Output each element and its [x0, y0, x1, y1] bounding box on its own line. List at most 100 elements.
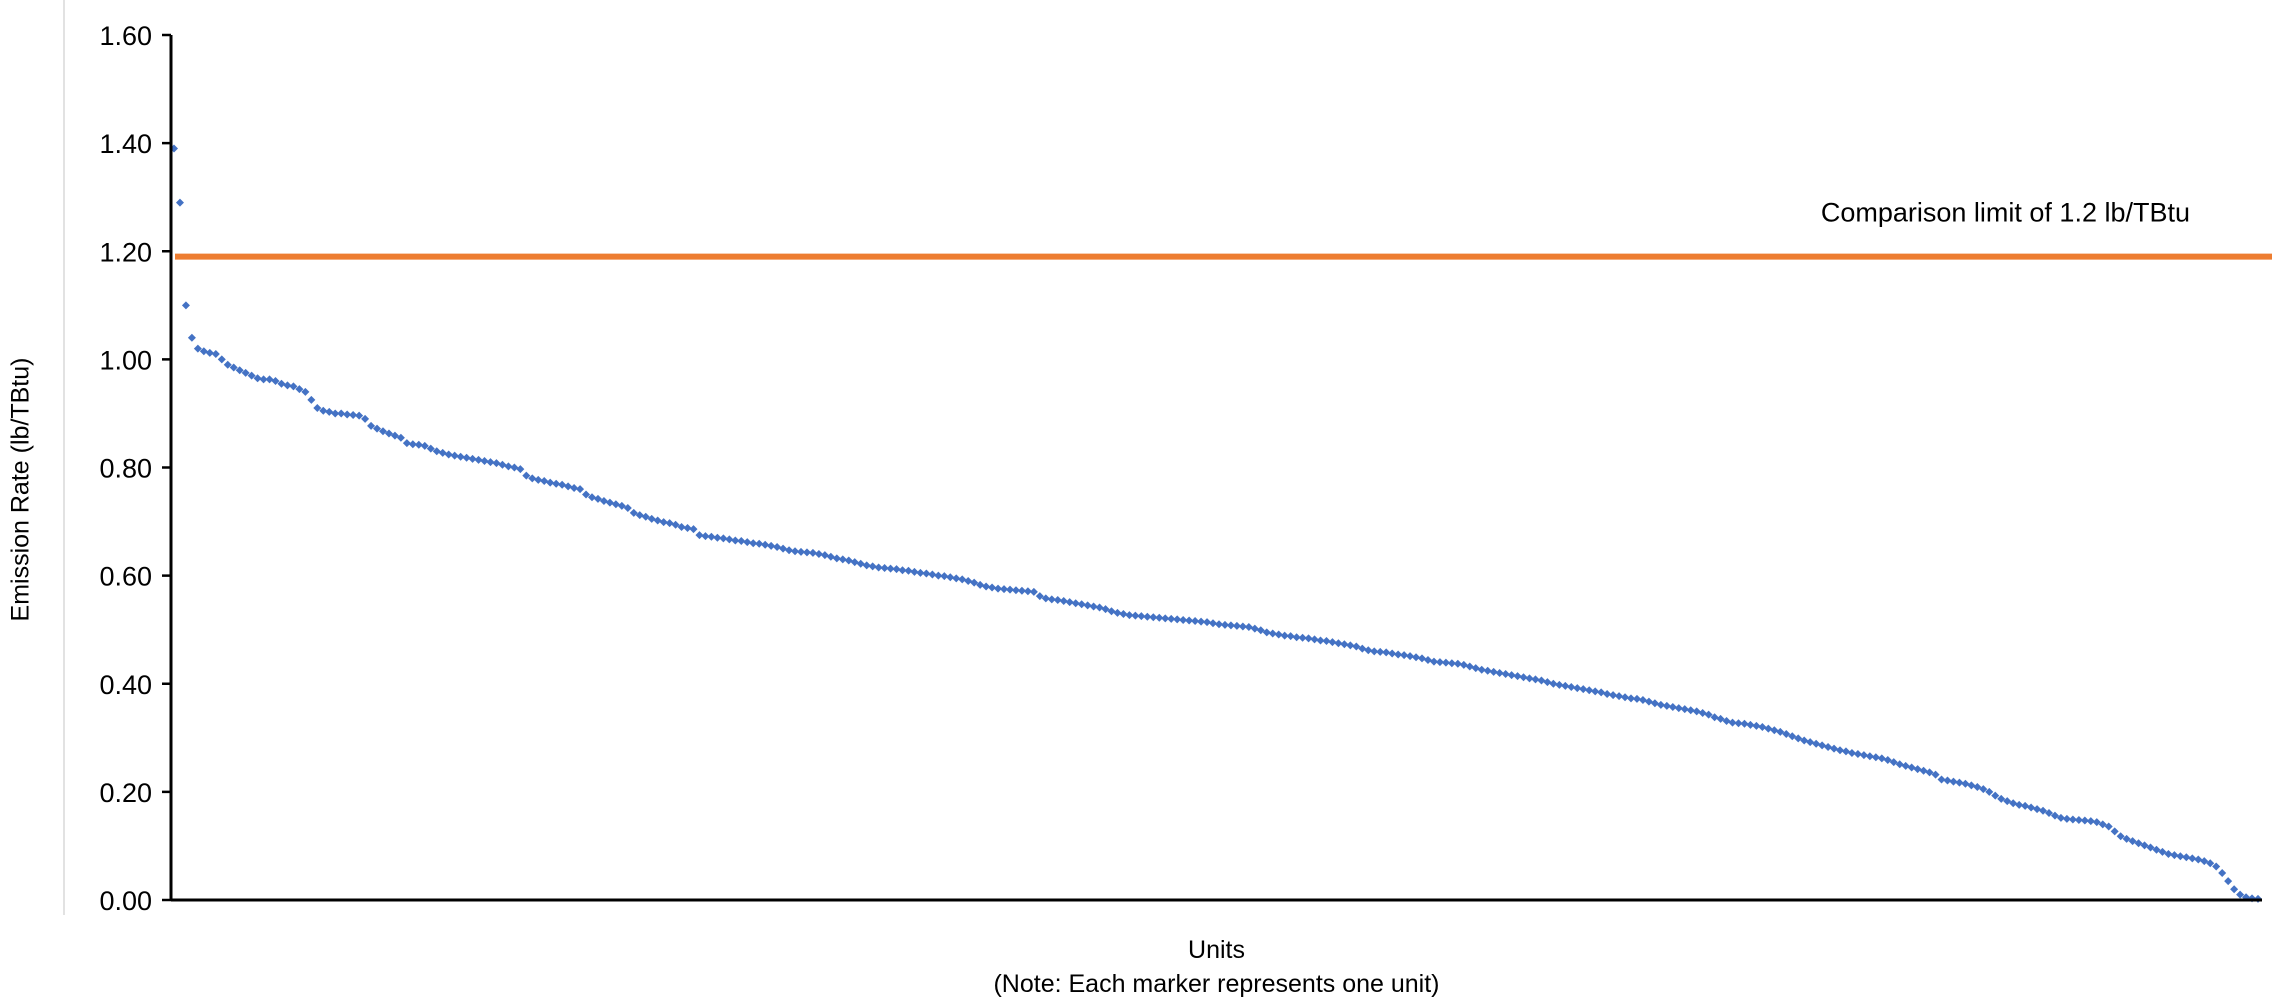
data-marker [1418, 654, 1427, 663]
data-marker [1083, 601, 1092, 610]
data-marker [1238, 622, 1247, 631]
data-marker [1836, 746, 1845, 755]
data-marker [450, 451, 459, 460]
data-marker [486, 458, 495, 467]
data-marker [1841, 747, 1850, 756]
data-marker [1453, 659, 1462, 668]
data-marker [1483, 666, 1492, 675]
data-marker [1220, 620, 1229, 629]
data-marker [647, 514, 656, 523]
data-marker [916, 568, 925, 577]
data-marker [1095, 603, 1104, 612]
data-marker [1579, 685, 1588, 694]
data-marker [1471, 664, 1480, 673]
data-marker [707, 532, 716, 541]
data-marker [223, 360, 232, 369]
data-marker [1824, 743, 1833, 752]
data-marker [1209, 619, 1218, 628]
data-marker [199, 347, 208, 356]
data-marker [2224, 877, 2233, 886]
data-marker [420, 441, 429, 450]
data-marker [874, 563, 883, 572]
data-marker [528, 474, 537, 483]
data-marker [773, 542, 782, 551]
y-tick-label: 0.80 [99, 454, 152, 484]
data-marker [1501, 670, 1510, 679]
data-marker [1310, 635, 1319, 644]
data-marker [1412, 653, 1421, 662]
data-marker [1406, 652, 1415, 661]
data-marker [796, 547, 805, 556]
data-marker [731, 536, 740, 545]
data-marker [1919, 766, 1928, 775]
data-marker [1429, 657, 1438, 666]
data-marker [1955, 778, 1964, 787]
data-marker [510, 463, 519, 472]
data-marker [898, 566, 907, 575]
data-marker [838, 555, 847, 564]
data-marker [1812, 739, 1821, 748]
data-marker [2188, 854, 2197, 863]
data-marker [2080, 816, 2089, 825]
data-marker [635, 511, 644, 520]
data-marker [856, 559, 865, 568]
data-marker [1573, 684, 1582, 693]
data-marker [474, 455, 483, 464]
data-marker [181, 301, 190, 310]
data-marker [1788, 732, 1797, 741]
data-marker [1591, 687, 1600, 696]
data-marker [384, 429, 393, 438]
data-marker [1155, 613, 1164, 622]
data-marker [1519, 673, 1528, 682]
data-marker [2128, 837, 2137, 846]
data-marker [349, 411, 358, 420]
data-marker [2194, 855, 2203, 864]
data-marker [2003, 797, 2012, 806]
data-marker [946, 573, 955, 582]
data-marker [1304, 634, 1313, 643]
data-marker [217, 355, 226, 364]
data-marker [605, 498, 614, 507]
data-marker [2152, 845, 2161, 854]
data-marker [1077, 600, 1086, 609]
data-marker [844, 556, 853, 565]
data-marker [396, 433, 405, 442]
data-marker [283, 381, 292, 390]
data-marker [1167, 614, 1176, 623]
data-marker [1686, 706, 1695, 715]
data-marker [2098, 820, 2107, 829]
data-marker [1053, 595, 1062, 604]
data-marker [1089, 602, 1098, 611]
data-marker [599, 497, 608, 506]
data-marker [307, 395, 316, 404]
data-marker [1388, 649, 1397, 658]
data-marker [1632, 694, 1641, 703]
data-marker [1137, 612, 1146, 621]
data-marker [928, 570, 937, 579]
data-marker [402, 439, 411, 448]
data-marker [934, 571, 943, 580]
data-marker [534, 475, 543, 484]
data-marker [1943, 776, 1952, 785]
data-marker [1692, 707, 1701, 716]
data-marker [2062, 814, 2071, 823]
data-marker [247, 371, 256, 380]
data-marker [886, 564, 895, 573]
data-marker [910, 567, 919, 576]
data-marker [253, 374, 262, 383]
data-marker [1722, 717, 1731, 726]
data-marker [1967, 781, 1976, 790]
data-marker [970, 578, 979, 587]
data-marker [689, 525, 698, 534]
data-marker [1543, 678, 1552, 687]
data-marker [1704, 710, 1713, 719]
data-marker [808, 548, 817, 557]
data-marker [1638, 695, 1647, 704]
data-marker [2009, 799, 2018, 808]
data-marker [2039, 806, 2048, 815]
data-marker [1370, 647, 1379, 656]
data-marker [623, 504, 632, 513]
data-marker [1119, 610, 1128, 619]
data-marker [277, 379, 286, 388]
